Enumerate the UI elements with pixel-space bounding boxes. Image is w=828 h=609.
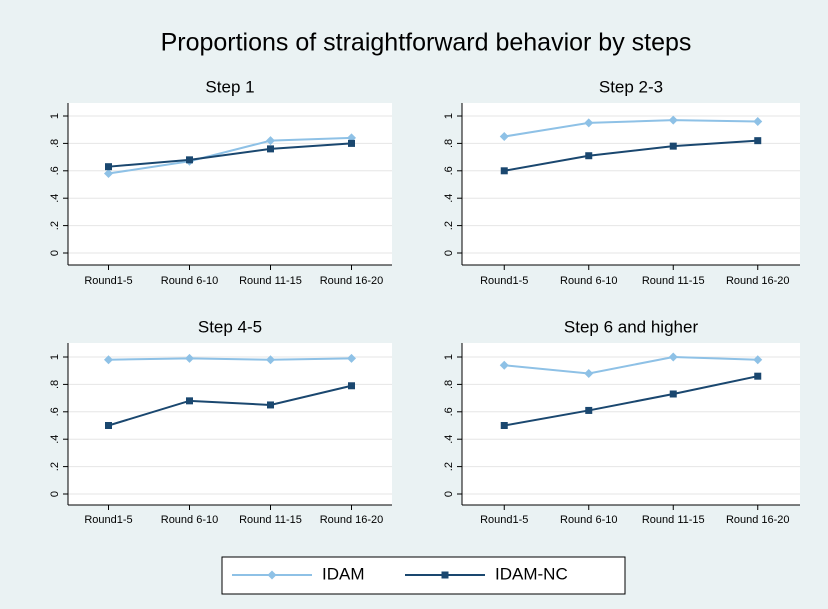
y-tick-label: .8 xyxy=(443,139,455,148)
marker xyxy=(266,355,275,365)
marker xyxy=(347,353,356,363)
y-tick-label: .4 xyxy=(49,194,61,203)
x-tick-label: Round 11-15 xyxy=(642,514,705,526)
plot-area xyxy=(68,343,392,505)
x-tick-label: Round1-5 xyxy=(84,514,132,526)
y-tick-label: 0 xyxy=(49,491,61,497)
y-tick-label: .2 xyxy=(49,221,61,230)
series-line xyxy=(108,136,352,175)
marker xyxy=(186,156,193,164)
marker xyxy=(104,355,113,365)
legend-label: IDAM xyxy=(322,564,365,583)
plot-area xyxy=(68,103,392,265)
marker xyxy=(668,115,678,125)
y-tick-label: 0 xyxy=(443,250,455,256)
legend-label: IDAM-NC xyxy=(495,564,568,583)
marker xyxy=(584,368,594,378)
x-tick-label: Round 11-15 xyxy=(239,275,302,287)
x-tick-label: Round 16-20 xyxy=(320,514,384,526)
marker xyxy=(267,401,274,409)
marker xyxy=(499,132,509,142)
x-tick-label: Round 6-10 xyxy=(161,514,219,526)
x-tick-label: Round 6-10 xyxy=(560,275,618,287)
x-tick-label: Round 6-10 xyxy=(161,275,219,287)
x-tick-label: Round 16-20 xyxy=(320,275,384,287)
marker xyxy=(185,353,194,363)
series-line xyxy=(108,357,352,361)
y-tick-label: .8 xyxy=(49,380,61,389)
y-tick-label: .2 xyxy=(49,462,61,471)
marker xyxy=(104,169,113,179)
series-line xyxy=(504,355,758,375)
marker xyxy=(669,142,677,150)
marker xyxy=(500,167,508,175)
x-tick-label: Round1-5 xyxy=(480,275,528,287)
marker xyxy=(499,360,509,370)
subplot-title: Step 6 and higher xyxy=(564,317,699,336)
marker xyxy=(753,355,763,365)
x-tick-label: Round1-5 xyxy=(84,275,132,287)
x-tick-label: Round 6-10 xyxy=(560,514,618,526)
subplot-title: Step 1 xyxy=(205,77,254,96)
series-line xyxy=(504,119,758,138)
y-tick-label: .8 xyxy=(443,380,455,389)
y-tick-label: 1 xyxy=(443,113,455,119)
y-tick-label: .6 xyxy=(49,407,61,416)
y-tick-label: .4 xyxy=(443,435,455,444)
marker xyxy=(500,422,508,429)
marker xyxy=(754,372,762,380)
y-tick-label: 0 xyxy=(443,491,455,497)
series-line xyxy=(504,375,758,427)
series-line xyxy=(504,139,758,172)
y-tick-label: .8 xyxy=(49,139,61,148)
x-tick-label: Round1-5 xyxy=(480,514,528,526)
marker xyxy=(348,139,355,147)
marker xyxy=(754,137,762,145)
y-tick-label: .4 xyxy=(443,194,455,203)
marker xyxy=(441,571,449,579)
marker xyxy=(267,570,277,580)
marker xyxy=(105,422,112,429)
marker xyxy=(753,116,763,126)
y-tick-label: .6 xyxy=(443,407,455,416)
marker xyxy=(266,136,275,146)
marker xyxy=(668,352,678,362)
marker xyxy=(669,390,677,398)
x-tick-label: Round 16-20 xyxy=(726,514,790,526)
y-tick-label: .2 xyxy=(443,221,455,230)
y-tick-label: 0 xyxy=(49,250,61,256)
y-tick-label: 1 xyxy=(443,354,455,360)
marker xyxy=(186,397,193,405)
subplot-title: Step 4-5 xyxy=(198,317,262,336)
marker xyxy=(105,163,112,171)
y-tick-label: .6 xyxy=(443,166,455,175)
subplot-title: Step 2-3 xyxy=(599,77,663,96)
y-tick-label: .6 xyxy=(49,166,61,175)
series-line xyxy=(108,142,352,168)
y-tick-label: .2 xyxy=(443,462,455,471)
marker xyxy=(585,406,593,414)
x-tick-label: Round 16-20 xyxy=(726,275,790,287)
y-tick-label: 1 xyxy=(49,113,61,119)
x-tick-label: Round 11-15 xyxy=(239,514,302,526)
marker xyxy=(267,145,274,153)
y-tick-label: .4 xyxy=(49,435,61,444)
marker xyxy=(585,152,593,160)
chart-title: Proportions of straightforward behavior … xyxy=(161,29,692,57)
x-tick-label: Round 11-15 xyxy=(642,275,705,287)
series-line xyxy=(108,384,352,427)
marker xyxy=(584,118,594,128)
plot-area xyxy=(462,103,800,265)
y-tick-label: 1 xyxy=(49,354,61,360)
marker xyxy=(348,382,355,390)
